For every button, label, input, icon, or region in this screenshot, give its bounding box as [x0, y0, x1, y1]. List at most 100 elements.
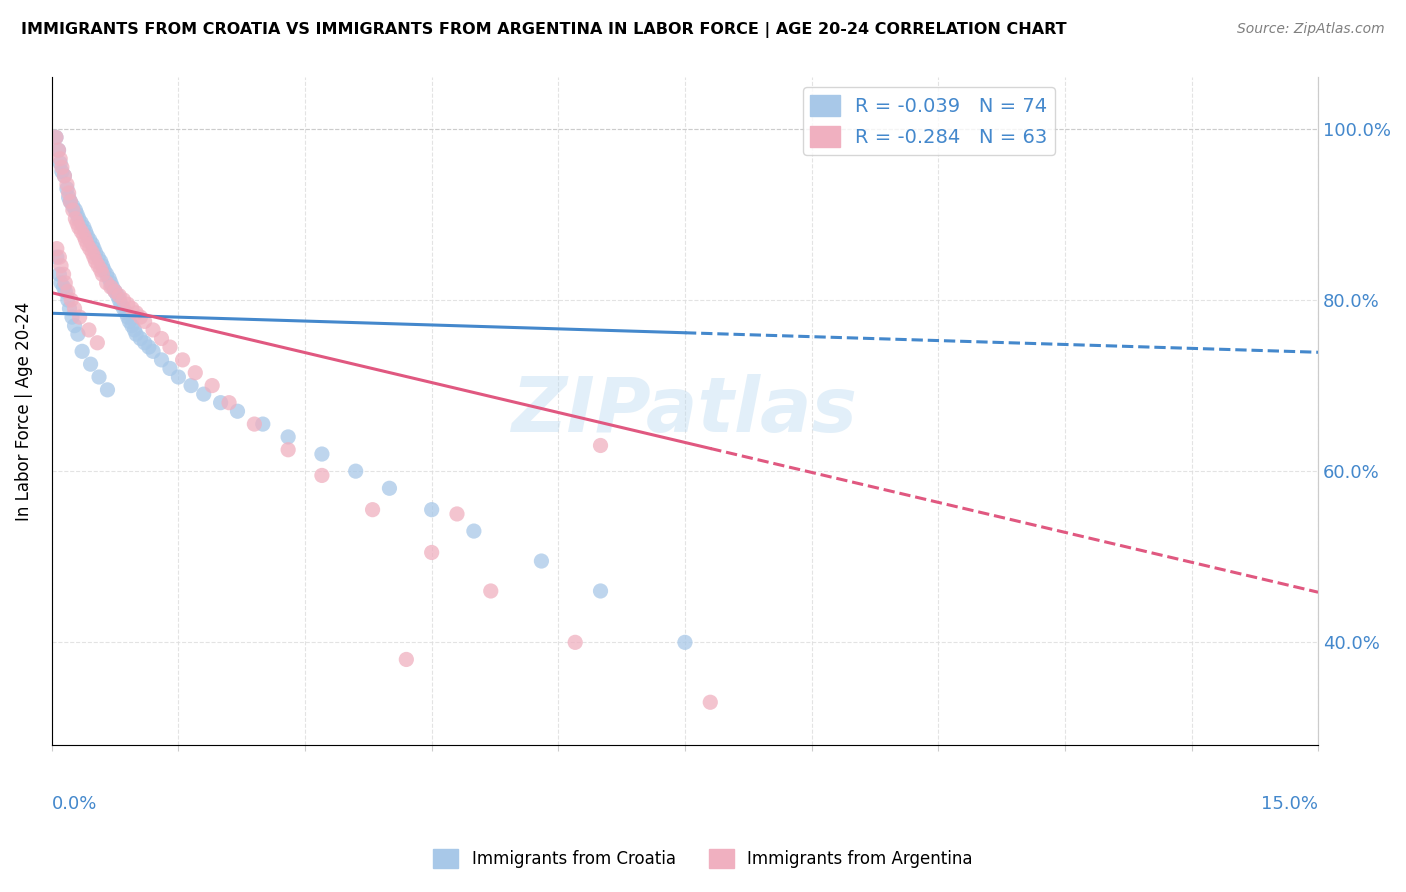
- Point: [134, 314, 156, 328]
- Point: [76, 237, 98, 252]
- Text: IMMIGRANTS FROM CROATIA VS IMMIGRANTS FROM ARGENTINA IN LABOR FORCE | AGE 20-24 : IMMIGRANTS FROM CROATIA VS IMMIGRANTS FR…: [21, 22, 1067, 38]
- Point: [112, 301, 135, 316]
- Point: [378, 481, 401, 495]
- Point: [52, 268, 75, 282]
- Point: [66, 216, 89, 230]
- Point: [62, 199, 84, 213]
- Y-axis label: In Labor Force | Age 20-24: In Labor Force | Age 20-24: [15, 301, 32, 521]
- Point: [56, 182, 79, 196]
- Point: [59, 194, 82, 209]
- Point: [53, 169, 76, 183]
- Point: [209, 395, 232, 409]
- Point: [45, 250, 67, 264]
- Point: [53, 169, 76, 183]
- Point: [479, 584, 502, 599]
- Text: 0.0%: 0.0%: [52, 795, 97, 814]
- Point: [159, 361, 181, 376]
- Point: [67, 211, 90, 226]
- Point: [56, 293, 79, 307]
- Point: [91, 268, 114, 282]
- Point: [125, 306, 148, 320]
- Point: [53, 285, 76, 299]
- Point: [87, 250, 110, 264]
- Point: [77, 323, 100, 337]
- Point: [48, 250, 70, 264]
- Point: [201, 378, 224, 392]
- Point: [84, 246, 107, 260]
- Point: [87, 370, 110, 384]
- Point: [51, 164, 73, 178]
- Point: [69, 310, 91, 324]
- Point: [344, 464, 367, 478]
- Point: [463, 524, 485, 538]
- Point: [277, 430, 299, 444]
- Point: [91, 259, 114, 273]
- Point: [96, 383, 118, 397]
- Text: ZIPatlas: ZIPatlas: [512, 375, 858, 449]
- Point: [48, 143, 70, 157]
- Point: [63, 318, 86, 333]
- Point: [134, 335, 156, 350]
- Point: [699, 695, 721, 709]
- Point: [673, 635, 696, 649]
- Point: [124, 323, 146, 337]
- Point: [101, 280, 124, 294]
- Point: [93, 263, 115, 277]
- Point: [125, 327, 148, 342]
- Point: [104, 285, 127, 299]
- Point: [58, 301, 80, 316]
- Point: [361, 502, 384, 516]
- Legend: Immigrants from Croatia, Immigrants from Argentina: Immigrants from Croatia, Immigrants from…: [426, 843, 980, 875]
- Point: [58, 186, 80, 200]
- Point: [63, 301, 86, 316]
- Point: [311, 447, 333, 461]
- Point: [96, 276, 118, 290]
- Point: [277, 442, 299, 457]
- Point: [138, 340, 160, 354]
- Point: [129, 310, 152, 324]
- Point: [108, 293, 131, 307]
- Point: [84, 254, 107, 268]
- Point: [60, 293, 83, 307]
- Point: [45, 130, 67, 145]
- Legend: R = -0.039   N = 74, R = -0.284   N = 63: R = -0.039 N = 74, R = -0.284 N = 63: [803, 87, 1054, 155]
- Point: [167, 370, 190, 384]
- Text: Source: ZipAtlas.com: Source: ZipAtlas.com: [1237, 22, 1385, 37]
- Point: [56, 178, 79, 192]
- Point: [79, 242, 101, 256]
- Point: [73, 220, 96, 235]
- Point: [66, 207, 89, 221]
- Point: [96, 268, 118, 282]
- Point: [420, 502, 443, 516]
- Point: [121, 318, 143, 333]
- Point: [193, 387, 215, 401]
- Point: [65, 203, 87, 218]
- Point: [395, 652, 418, 666]
- Point: [117, 310, 139, 324]
- Point: [100, 276, 122, 290]
- Point: [104, 285, 127, 299]
- Point: [420, 545, 443, 559]
- Point: [112, 293, 135, 307]
- Point: [65, 211, 87, 226]
- Point: [589, 438, 612, 452]
- Point: [76, 228, 98, 243]
- Point: [108, 288, 131, 302]
- Point: [115, 306, 138, 320]
- Point: [53, 276, 76, 290]
- Point: [121, 301, 143, 316]
- Point: [45, 242, 67, 256]
- Point: [90, 263, 112, 277]
- Point: [73, 228, 96, 243]
- Point: [184, 366, 207, 380]
- Point: [45, 130, 67, 145]
- Point: [86, 335, 108, 350]
- Point: [51, 161, 73, 175]
- Point: [49, 276, 72, 290]
- Point: [56, 285, 79, 299]
- Point: [79, 233, 101, 247]
- Point: [79, 357, 101, 371]
- Point: [150, 331, 173, 345]
- Point: [142, 323, 165, 337]
- Point: [62, 203, 84, 218]
